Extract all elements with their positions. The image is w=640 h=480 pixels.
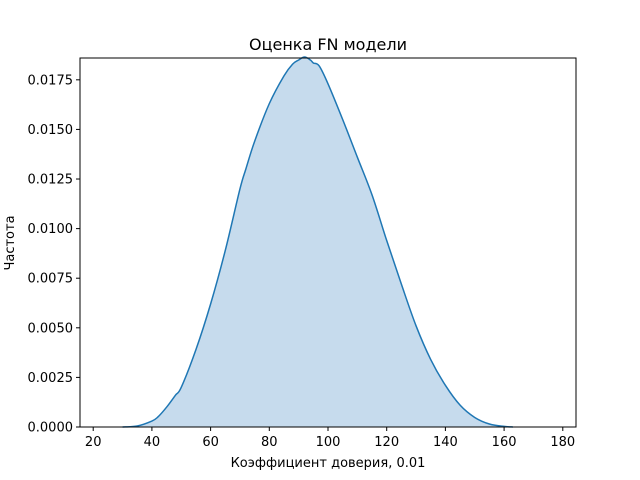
x-tick-label: 20: [85, 435, 102, 450]
x-tick-label: 60: [202, 435, 219, 450]
y-tick-label: 0.0100: [28, 222, 74, 237]
x-tick-label: 40: [144, 435, 161, 450]
y-tick-label: 0.0025: [28, 371, 74, 386]
x-axis: 20 40 60 80 100 120 140 160 180: [85, 427, 575, 450]
density-curve-line: [122, 56, 513, 428]
x-tick-label: 80: [261, 435, 278, 450]
y-axis-label: Частота: [3, 215, 18, 270]
y-tick-label: 0.0125: [28, 173, 74, 188]
y-tick-label: 0.0075: [28, 272, 74, 287]
chart-title: Оценка FN модели: [249, 35, 407, 54]
y-tick-label: 0.0050: [28, 321, 74, 336]
y-tick-label: 0.0150: [28, 123, 74, 138]
y-axis: 0.0000 0.0025 0.0050 0.0075 0.0100 0.0125 0.01…: [28, 73, 80, 436]
x-tick-label: 100: [316, 435, 341, 450]
x-tick-label: 120: [374, 435, 399, 450]
x-tick-label: 180: [550, 435, 575, 450]
x-tick-label: 160: [492, 435, 517, 450]
x-axis-label: Коэффициент доверия, 0.01: [231, 456, 426, 471]
x-tick-label: 140: [433, 435, 458, 450]
plot-area: [122, 56, 513, 428]
y-tick-label: 0.0175: [28, 73, 74, 88]
density-area-fill: [122, 57, 513, 427]
y-tick-label: 0.0000: [28, 421, 74, 436]
